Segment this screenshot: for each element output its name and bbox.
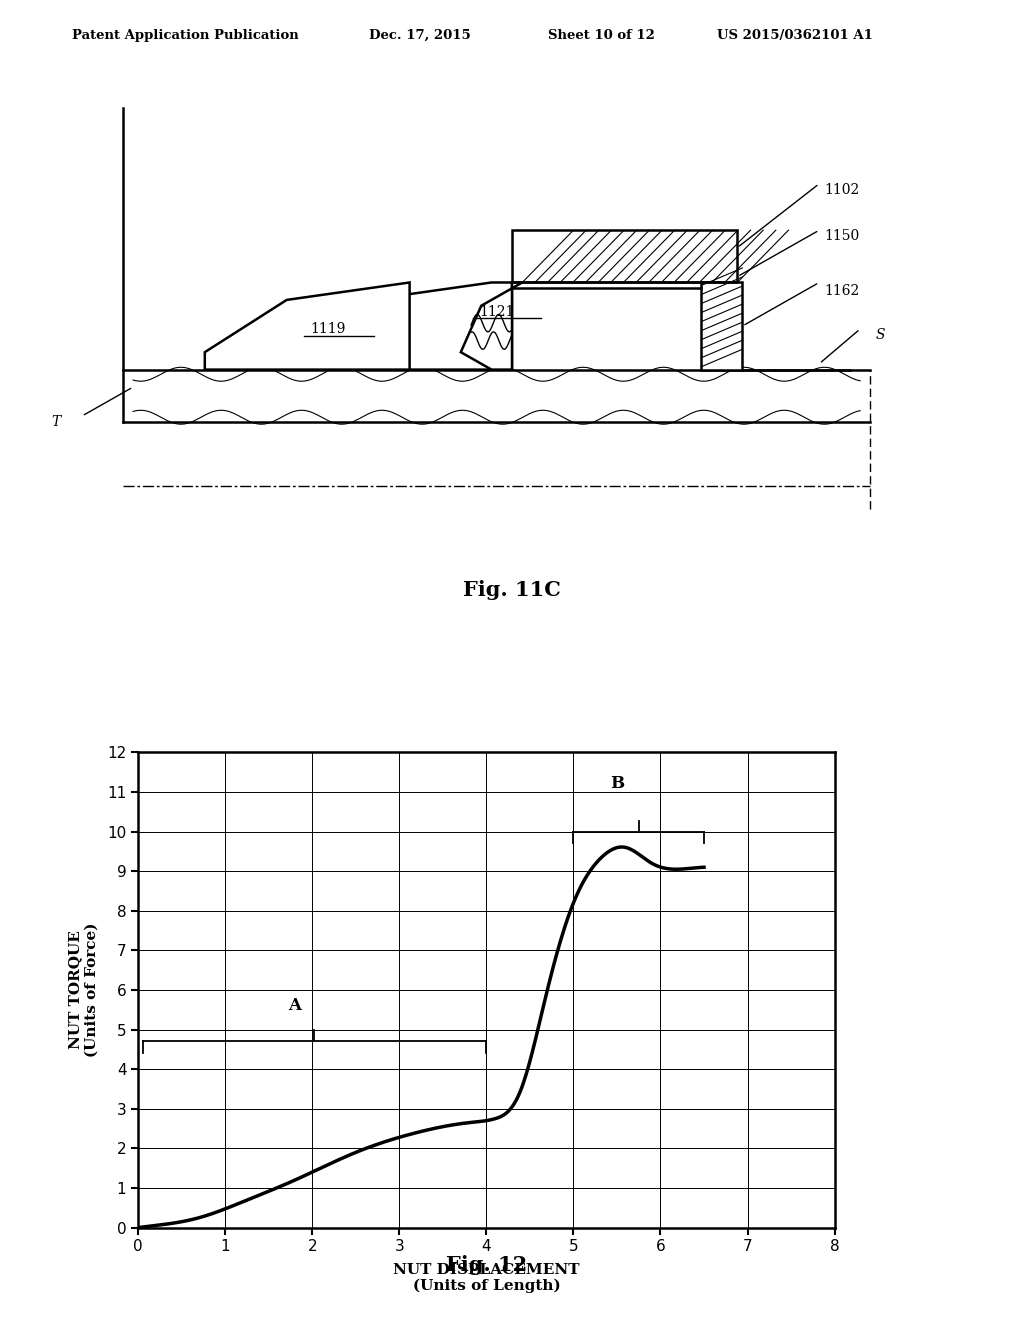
Text: B: B (610, 775, 624, 792)
Text: 1102: 1102 (824, 182, 859, 197)
Polygon shape (461, 282, 522, 370)
Bar (701, 282, 742, 370)
Text: 1150: 1150 (824, 228, 859, 243)
Text: US 2015/0362101 A1: US 2015/0362101 A1 (717, 29, 872, 42)
Text: Fig. 12: Fig. 12 (445, 1254, 527, 1275)
Text: 1121: 1121 (479, 305, 514, 318)
Text: Fig. 11C: Fig. 11C (463, 581, 561, 601)
Y-axis label: NUT TORQUE
(Units of Force): NUT TORQUE (Units of Force) (69, 923, 99, 1057)
Text: T: T (51, 414, 60, 429)
Text: Dec. 17, 2015: Dec. 17, 2015 (369, 29, 470, 42)
Text: 1162: 1162 (824, 284, 859, 298)
Polygon shape (225, 312, 287, 370)
X-axis label: NUT DISPLACEMENT
(Units of Length): NUT DISPLACEMENT (Units of Length) (393, 1263, 580, 1294)
Text: Patent Application Publication: Patent Application Publication (72, 29, 298, 42)
Text: S: S (876, 327, 885, 342)
Text: A: A (289, 997, 301, 1014)
Bar (512, 230, 737, 282)
Text: Sheet 10 of 12: Sheet 10 of 12 (548, 29, 654, 42)
Text: 1119: 1119 (310, 322, 345, 337)
Polygon shape (225, 282, 512, 370)
Polygon shape (205, 282, 410, 370)
